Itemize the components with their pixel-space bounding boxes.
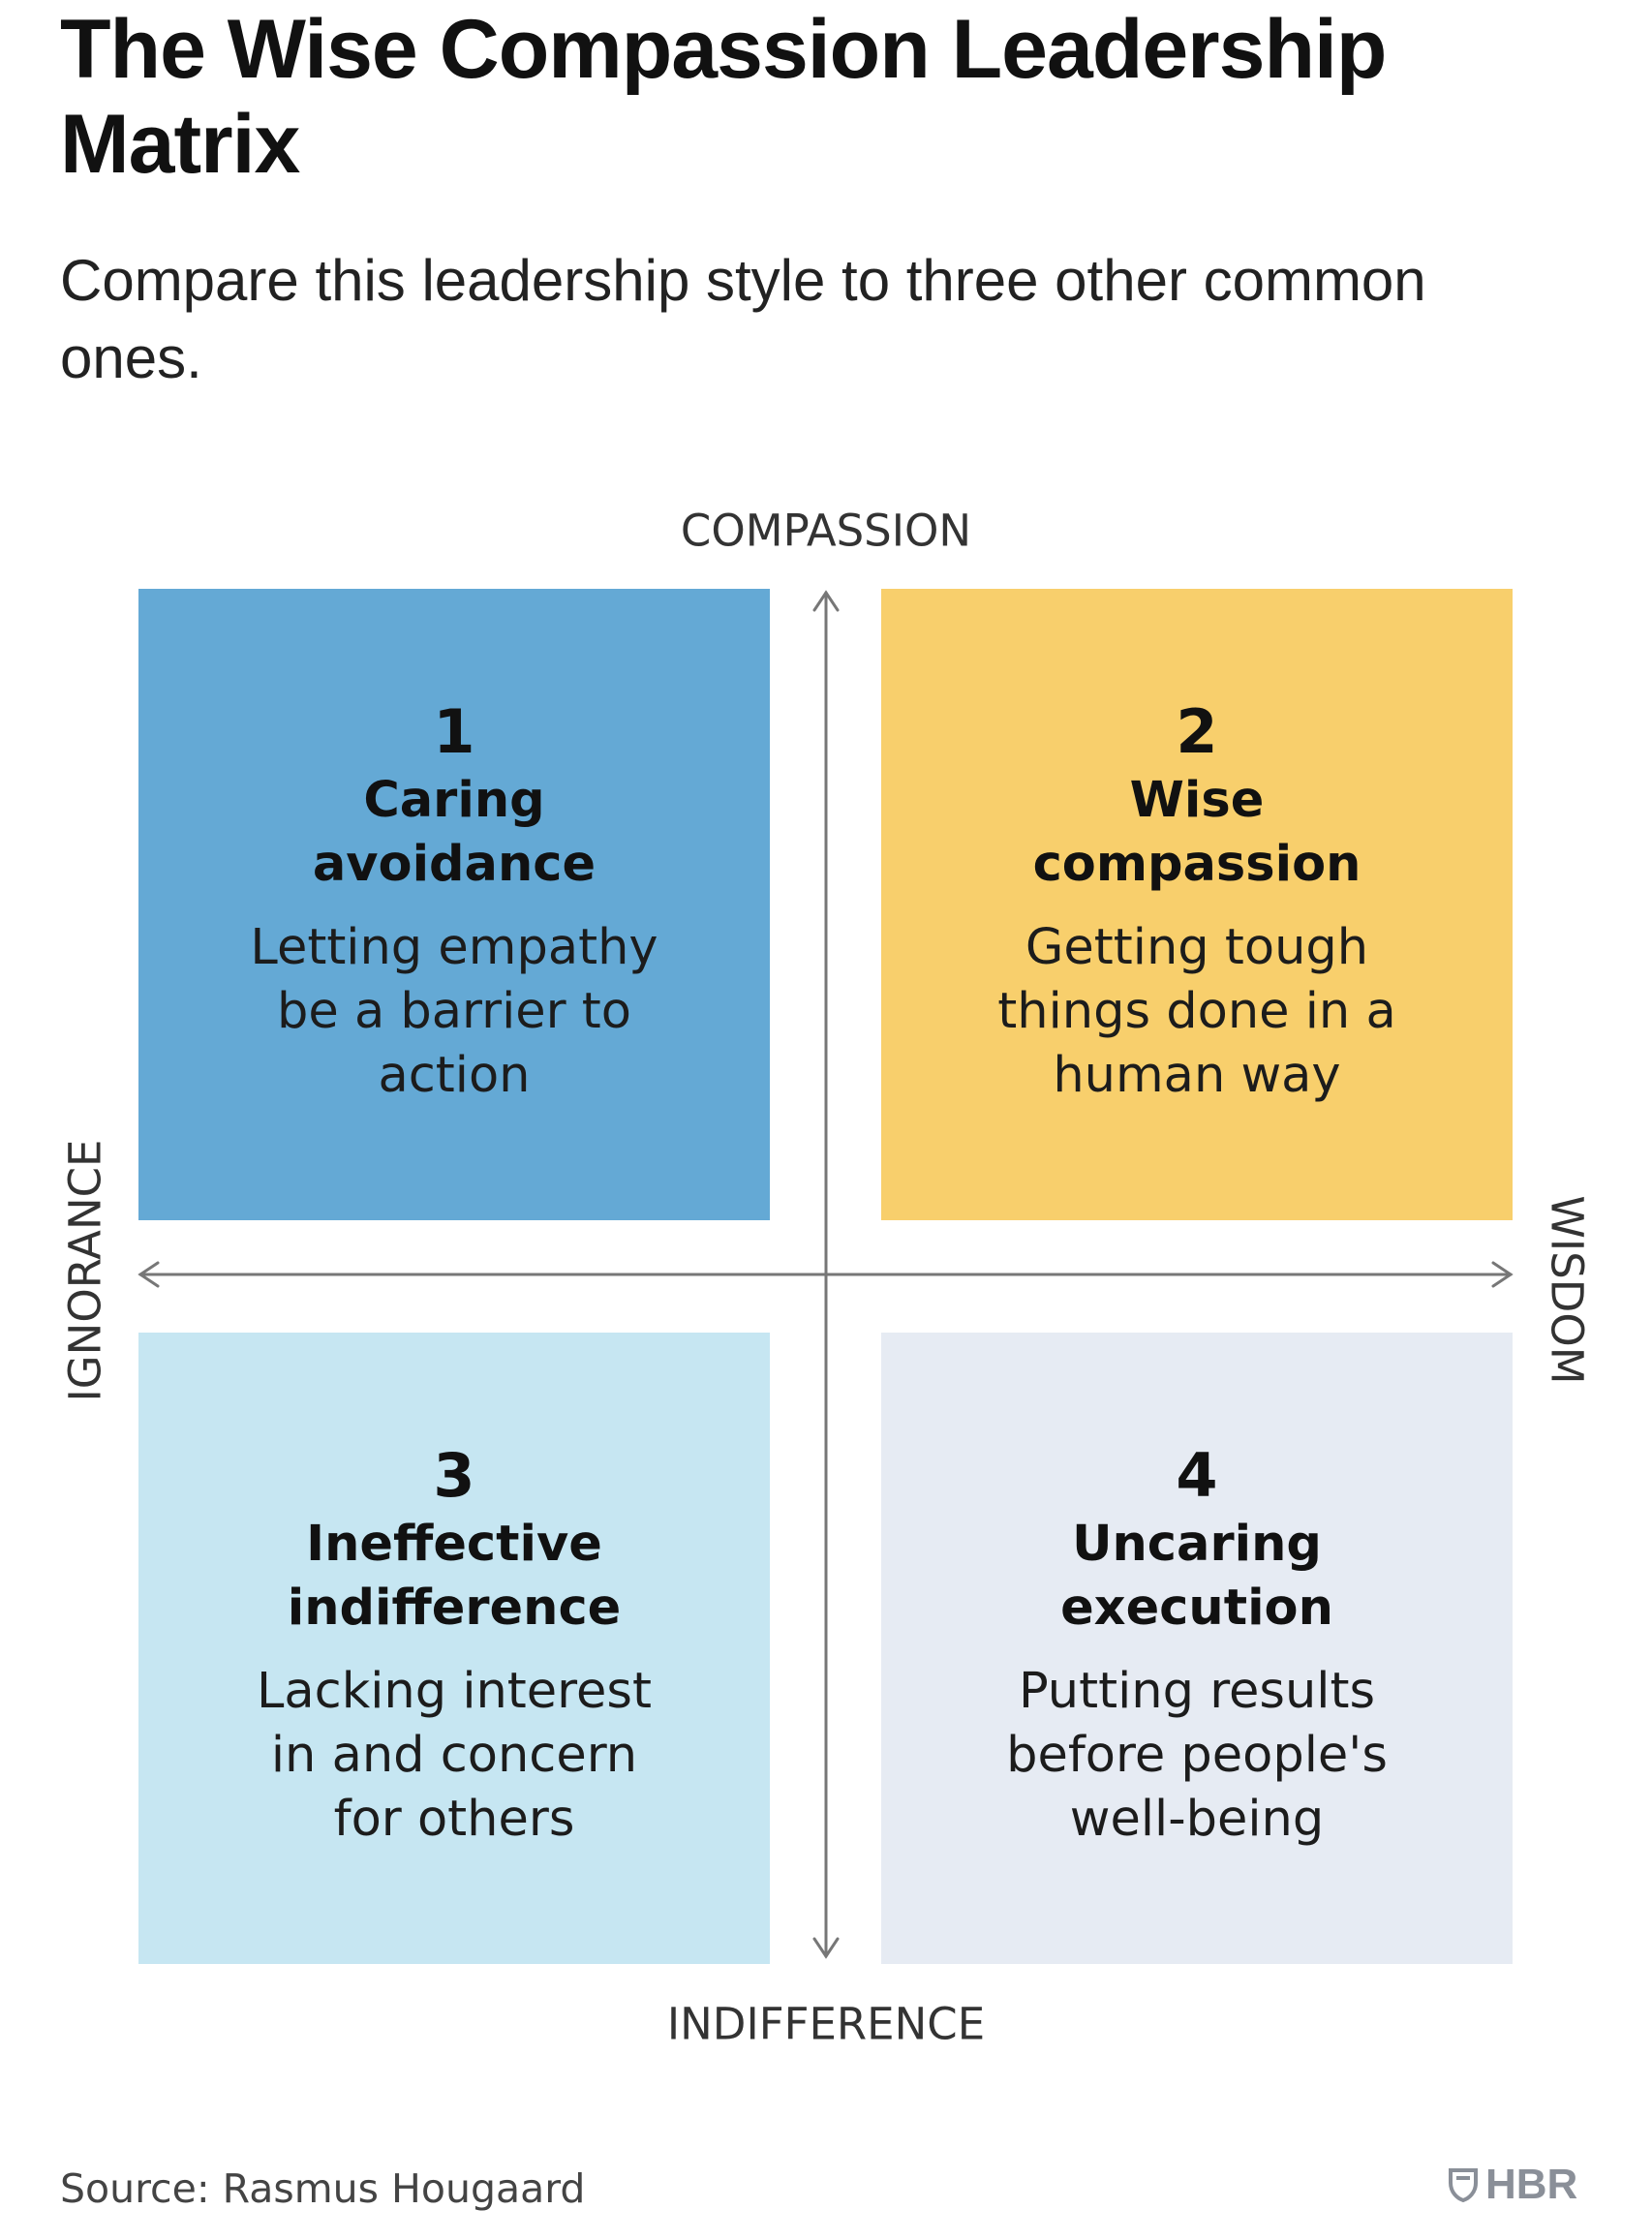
hbr-logo: HBR xyxy=(1449,2160,1577,2210)
quadrant-number: 2 xyxy=(1176,696,1218,767)
source-credit: Source: Rasmus Hougaard xyxy=(60,2165,586,2212)
axis-label-top: COMPASSION xyxy=(680,505,972,557)
page-subtitle: Compare this leadership style to three o… xyxy=(60,248,1426,390)
quadrant-number: 3 xyxy=(433,1440,475,1511)
arrow-left-icon xyxy=(138,1261,160,1288)
quadrant-name: Caring avoidance xyxy=(312,772,597,893)
quadrant-description: Lacking interest in and concern for othe… xyxy=(257,1663,652,1848)
quadrant-description: Putting results before people's well-bei… xyxy=(1006,1663,1388,1848)
quadrant-name: Uncaring execution xyxy=(1060,1516,1333,1637)
hbr-shield-icon xyxy=(1449,2168,1478,2202)
arrow-right-icon xyxy=(1491,1261,1514,1288)
page-title: The Wise Compassion Leadership Matrix xyxy=(60,3,1387,191)
quadrant-wise-compassion: 2 Wise compassion Getting tough things d… xyxy=(881,589,1513,1220)
arrow-down-icon xyxy=(812,1937,840,1959)
quadrant-name: Ineffective indifference xyxy=(287,1516,622,1637)
axis-label-bottom: INDIFFERENCE xyxy=(666,1998,986,2050)
quadrant-caring-avoidance: 1 Caring avoidance Letting empathy be a … xyxy=(138,589,770,1220)
quadrant-ineffective-indifference: 3 Ineffective indifference Lacking inter… xyxy=(138,1333,770,1964)
quadrant-description: Getting tough things done in a human way xyxy=(997,919,1396,1104)
quadrant-uncaring-execution: 4 Uncaring execution Putting results bef… xyxy=(881,1333,1513,1964)
quadrant-number: 1 xyxy=(433,696,475,767)
quadrant-description: Letting empathy be a barrier to action xyxy=(250,919,658,1104)
quadrant-number: 4 xyxy=(1176,1440,1218,1511)
quadrant-name: Wise compassion xyxy=(1032,772,1361,893)
arrow-up-icon xyxy=(812,590,840,612)
hbr-logo-text: HBR xyxy=(1485,2161,1578,2208)
